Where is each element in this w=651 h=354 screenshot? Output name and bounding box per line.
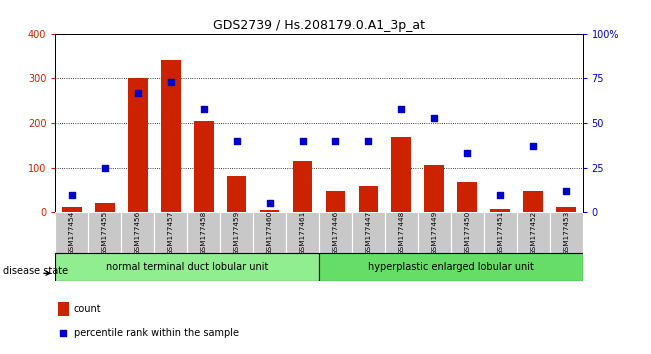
Point [100, 165, 110, 171]
Point [528, 143, 538, 149]
Point [561, 188, 572, 194]
Bar [128, 78, 148, 212]
Point [429, 115, 439, 120]
Bar [359, 185, 378, 212]
Text: GSM177459: GSM177459 [234, 211, 240, 255]
Text: GSM177448: GSM177448 [398, 211, 404, 255]
Bar [326, 191, 345, 212]
Text: GSM177460: GSM177460 [266, 211, 273, 255]
Text: GSM177455: GSM177455 [102, 211, 108, 255]
Bar [319, 253, 583, 281]
Bar [121, 212, 154, 253]
Bar [490, 209, 510, 212]
Point [165, 79, 176, 85]
Bar [484, 212, 517, 253]
Point [66, 192, 77, 198]
Bar [523, 192, 543, 212]
Bar [89, 212, 121, 253]
Point [495, 192, 505, 198]
Bar [352, 212, 385, 253]
Point [462, 150, 473, 156]
Bar [517, 212, 549, 253]
Text: GSM177453: GSM177453 [563, 211, 569, 255]
Bar [458, 182, 477, 212]
Text: GSM177458: GSM177458 [201, 211, 206, 255]
Point [264, 201, 275, 206]
Point [133, 90, 143, 96]
Bar [391, 137, 411, 212]
Text: normal terminal duct lobular unit: normal terminal duct lobular unit [106, 262, 268, 272]
Bar [385, 212, 418, 253]
Bar [319, 212, 352, 253]
Title: GDS2739 / Hs.208179.0.A1_3p_at: GDS2739 / Hs.208179.0.A1_3p_at [213, 19, 425, 33]
Bar [220, 212, 253, 253]
Text: GSM177452: GSM177452 [530, 211, 536, 255]
Bar [55, 212, 89, 253]
Point [396, 106, 407, 112]
Point [298, 138, 308, 144]
Point [58, 330, 68, 336]
Bar [293, 161, 312, 212]
Bar [55, 253, 319, 281]
Text: GSM177446: GSM177446 [333, 211, 339, 255]
Point [231, 138, 242, 144]
Text: disease state: disease state [3, 266, 68, 276]
Bar [62, 207, 81, 212]
Text: GSM177457: GSM177457 [168, 211, 174, 255]
Bar [154, 212, 187, 253]
Text: GSM177461: GSM177461 [299, 211, 305, 255]
Bar [253, 212, 286, 253]
Bar [227, 176, 247, 212]
Bar [556, 207, 576, 212]
Bar [58, 302, 68, 316]
Text: count: count [74, 304, 102, 314]
Bar [187, 212, 220, 253]
Text: GSM177450: GSM177450 [464, 211, 470, 255]
Point [363, 138, 374, 144]
Bar [286, 212, 319, 253]
Point [330, 138, 340, 144]
Text: GSM177454: GSM177454 [69, 211, 75, 255]
Bar [260, 210, 279, 212]
Bar [194, 121, 214, 212]
Bar [549, 212, 583, 253]
Bar [450, 212, 484, 253]
Bar [424, 165, 444, 212]
Bar [161, 61, 180, 212]
Text: percentile rank within the sample: percentile rank within the sample [74, 328, 239, 338]
Bar [418, 212, 450, 253]
Bar [95, 204, 115, 212]
Text: GSM177447: GSM177447 [365, 211, 372, 255]
Text: GSM177456: GSM177456 [135, 211, 141, 255]
Text: GSM177449: GSM177449 [432, 211, 437, 255]
Text: hyperplastic enlarged lobular unit: hyperplastic enlarged lobular unit [368, 262, 534, 272]
Point [199, 106, 209, 112]
Text: GSM177451: GSM177451 [497, 211, 503, 255]
